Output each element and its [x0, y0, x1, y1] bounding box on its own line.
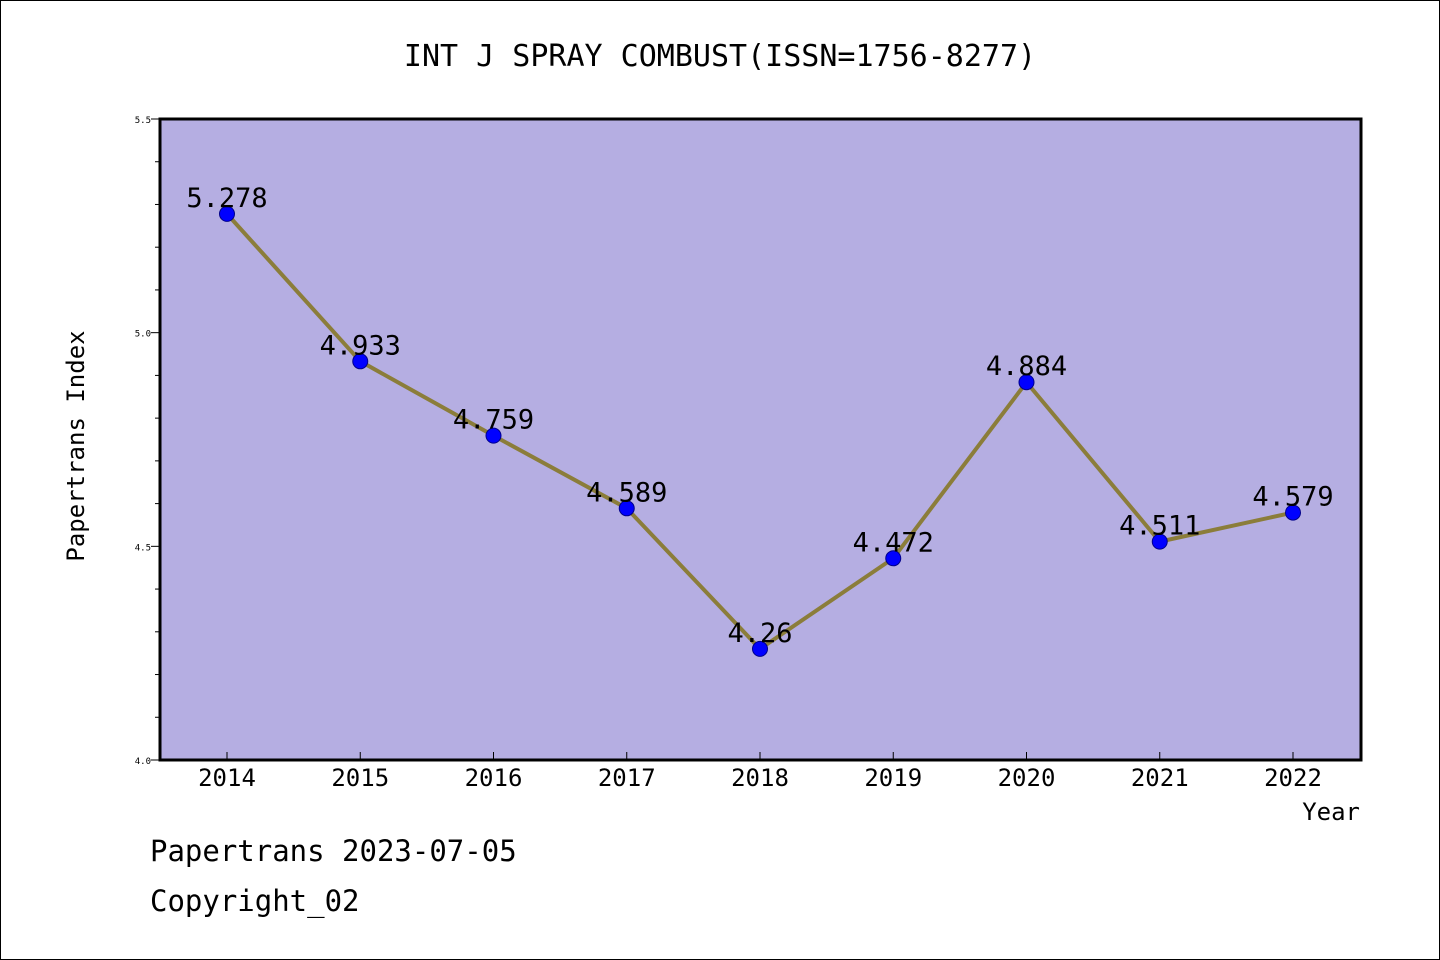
x-tick-label: 2016	[465, 764, 523, 792]
y-tick-label: 4.0	[135, 757, 151, 767]
y-axis: 4.0 4.5 5.0 5.5	[135, 116, 160, 767]
x-tick-label: 2018	[731, 764, 789, 792]
data-label: 4.579	[1252, 482, 1333, 513]
x-tick-label: 2014	[198, 764, 256, 792]
x-tick-label: 2022	[1264, 764, 1322, 792]
x-tick-label: 2017	[598, 764, 656, 792]
data-label: 4.759	[453, 405, 534, 436]
data-label: 5.278	[186, 183, 267, 214]
footer-copyright-text: Copyright_02	[150, 884, 360, 918]
marker-layer	[219, 205, 1301, 657]
y-tick-label: 5.0	[135, 330, 151, 340]
plot-area	[158, 117, 1363, 762]
data-point	[485, 427, 502, 444]
y-axis-label: Papertrans Index	[62, 330, 90, 561]
data-label: 4.511	[1119, 511, 1200, 542]
x-tick-label: 2015	[331, 764, 389, 792]
data-label: 4.472	[853, 527, 934, 558]
x-axis-label: Year	[1302, 798, 1360, 826]
data-point	[1285, 504, 1301, 521]
x-tick-label: 2021	[1131, 764, 1189, 792]
x-tick-label: 2019	[864, 764, 922, 792]
data-label: 4.26	[727, 618, 792, 649]
data-label: 4.884	[986, 351, 1067, 382]
chart-title: INT J SPRAY COMBUST(ISSN=1756-8277)	[404, 39, 1036, 74]
data-point	[752, 640, 768, 657]
data-point	[219, 205, 235, 222]
data-label: 4.589	[586, 477, 667, 508]
data-label: 4.933	[320, 330, 401, 361]
data-point	[352, 353, 369, 370]
data-point	[618, 500, 635, 517]
data-point	[885, 550, 902, 567]
x-axis: 2014 2015 2016 2017 2018 2019 2020 2021 2022	[198, 752, 1322, 792]
y-tick-label: 5.5	[135, 116, 151, 126]
y-tick-label: 4.5	[135, 543, 151, 553]
data-point	[1018, 374, 1035, 391]
data-point	[1151, 533, 1168, 550]
x-tick-label: 2020	[998, 764, 1056, 792]
data-label-layer: 5.278 4.933 4.759 4.589 4.26 4.472 4.884 4.511 4…	[186, 183, 1333, 649]
footer-date-text: Papertrans 2023-07-05	[150, 834, 517, 868]
